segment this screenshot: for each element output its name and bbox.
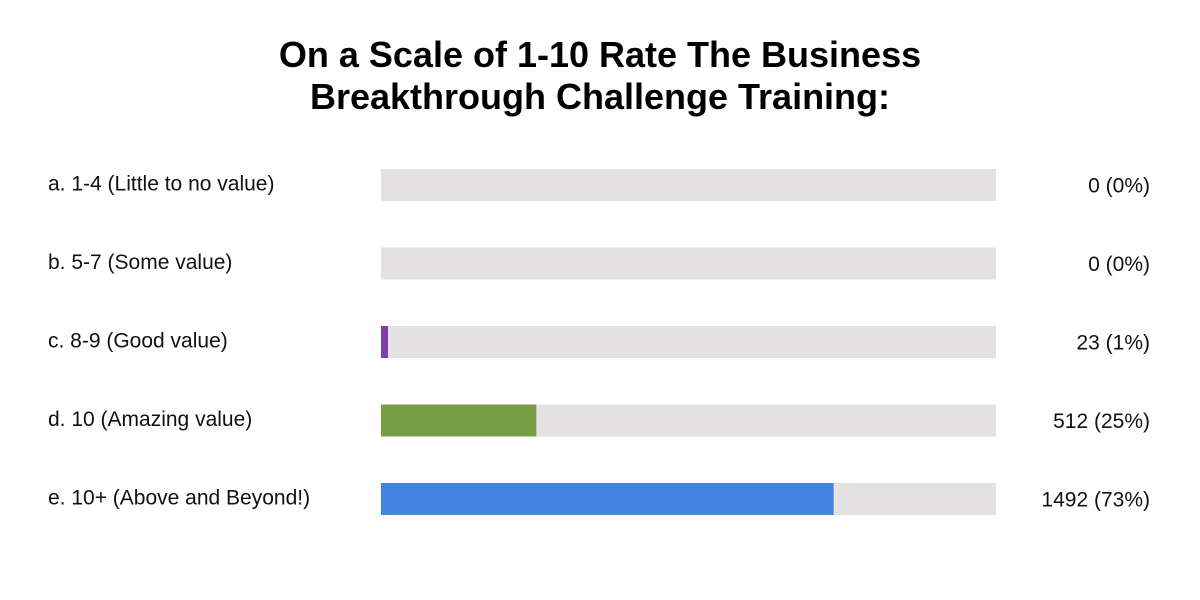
bar-track — [381, 247, 996, 280]
bar — [381, 326, 388, 358]
value-label: 512 (25%) — [1053, 410, 1150, 433]
category-label: d. 10 (Amazing value) — [48, 408, 252, 431]
category-label: e. 10+ (Above and Beyond!) — [48, 487, 310, 510]
bar — [381, 404, 537, 437]
chart-title: On a Scale of 1-10 Rate The Business Bre… — [278, 34, 922, 117]
category-label: a. 1-4 (Little to no value) — [48, 173, 274, 196]
bar — [381, 483, 834, 515]
value-label: 1492 (73%) — [1041, 489, 1150, 512]
value-label: 0 (0%) — [1088, 253, 1150, 276]
category-label: b. 5-7 (Some value) — [48, 251, 232, 274]
value-label: 23 (1%) — [1076, 332, 1150, 355]
bar-track — [381, 169, 996, 201]
value-label: 0 (0%) — [1088, 175, 1150, 198]
category-label: c. 8-9 (Good value) — [48, 330, 228, 353]
bar-track — [381, 326, 996, 358]
